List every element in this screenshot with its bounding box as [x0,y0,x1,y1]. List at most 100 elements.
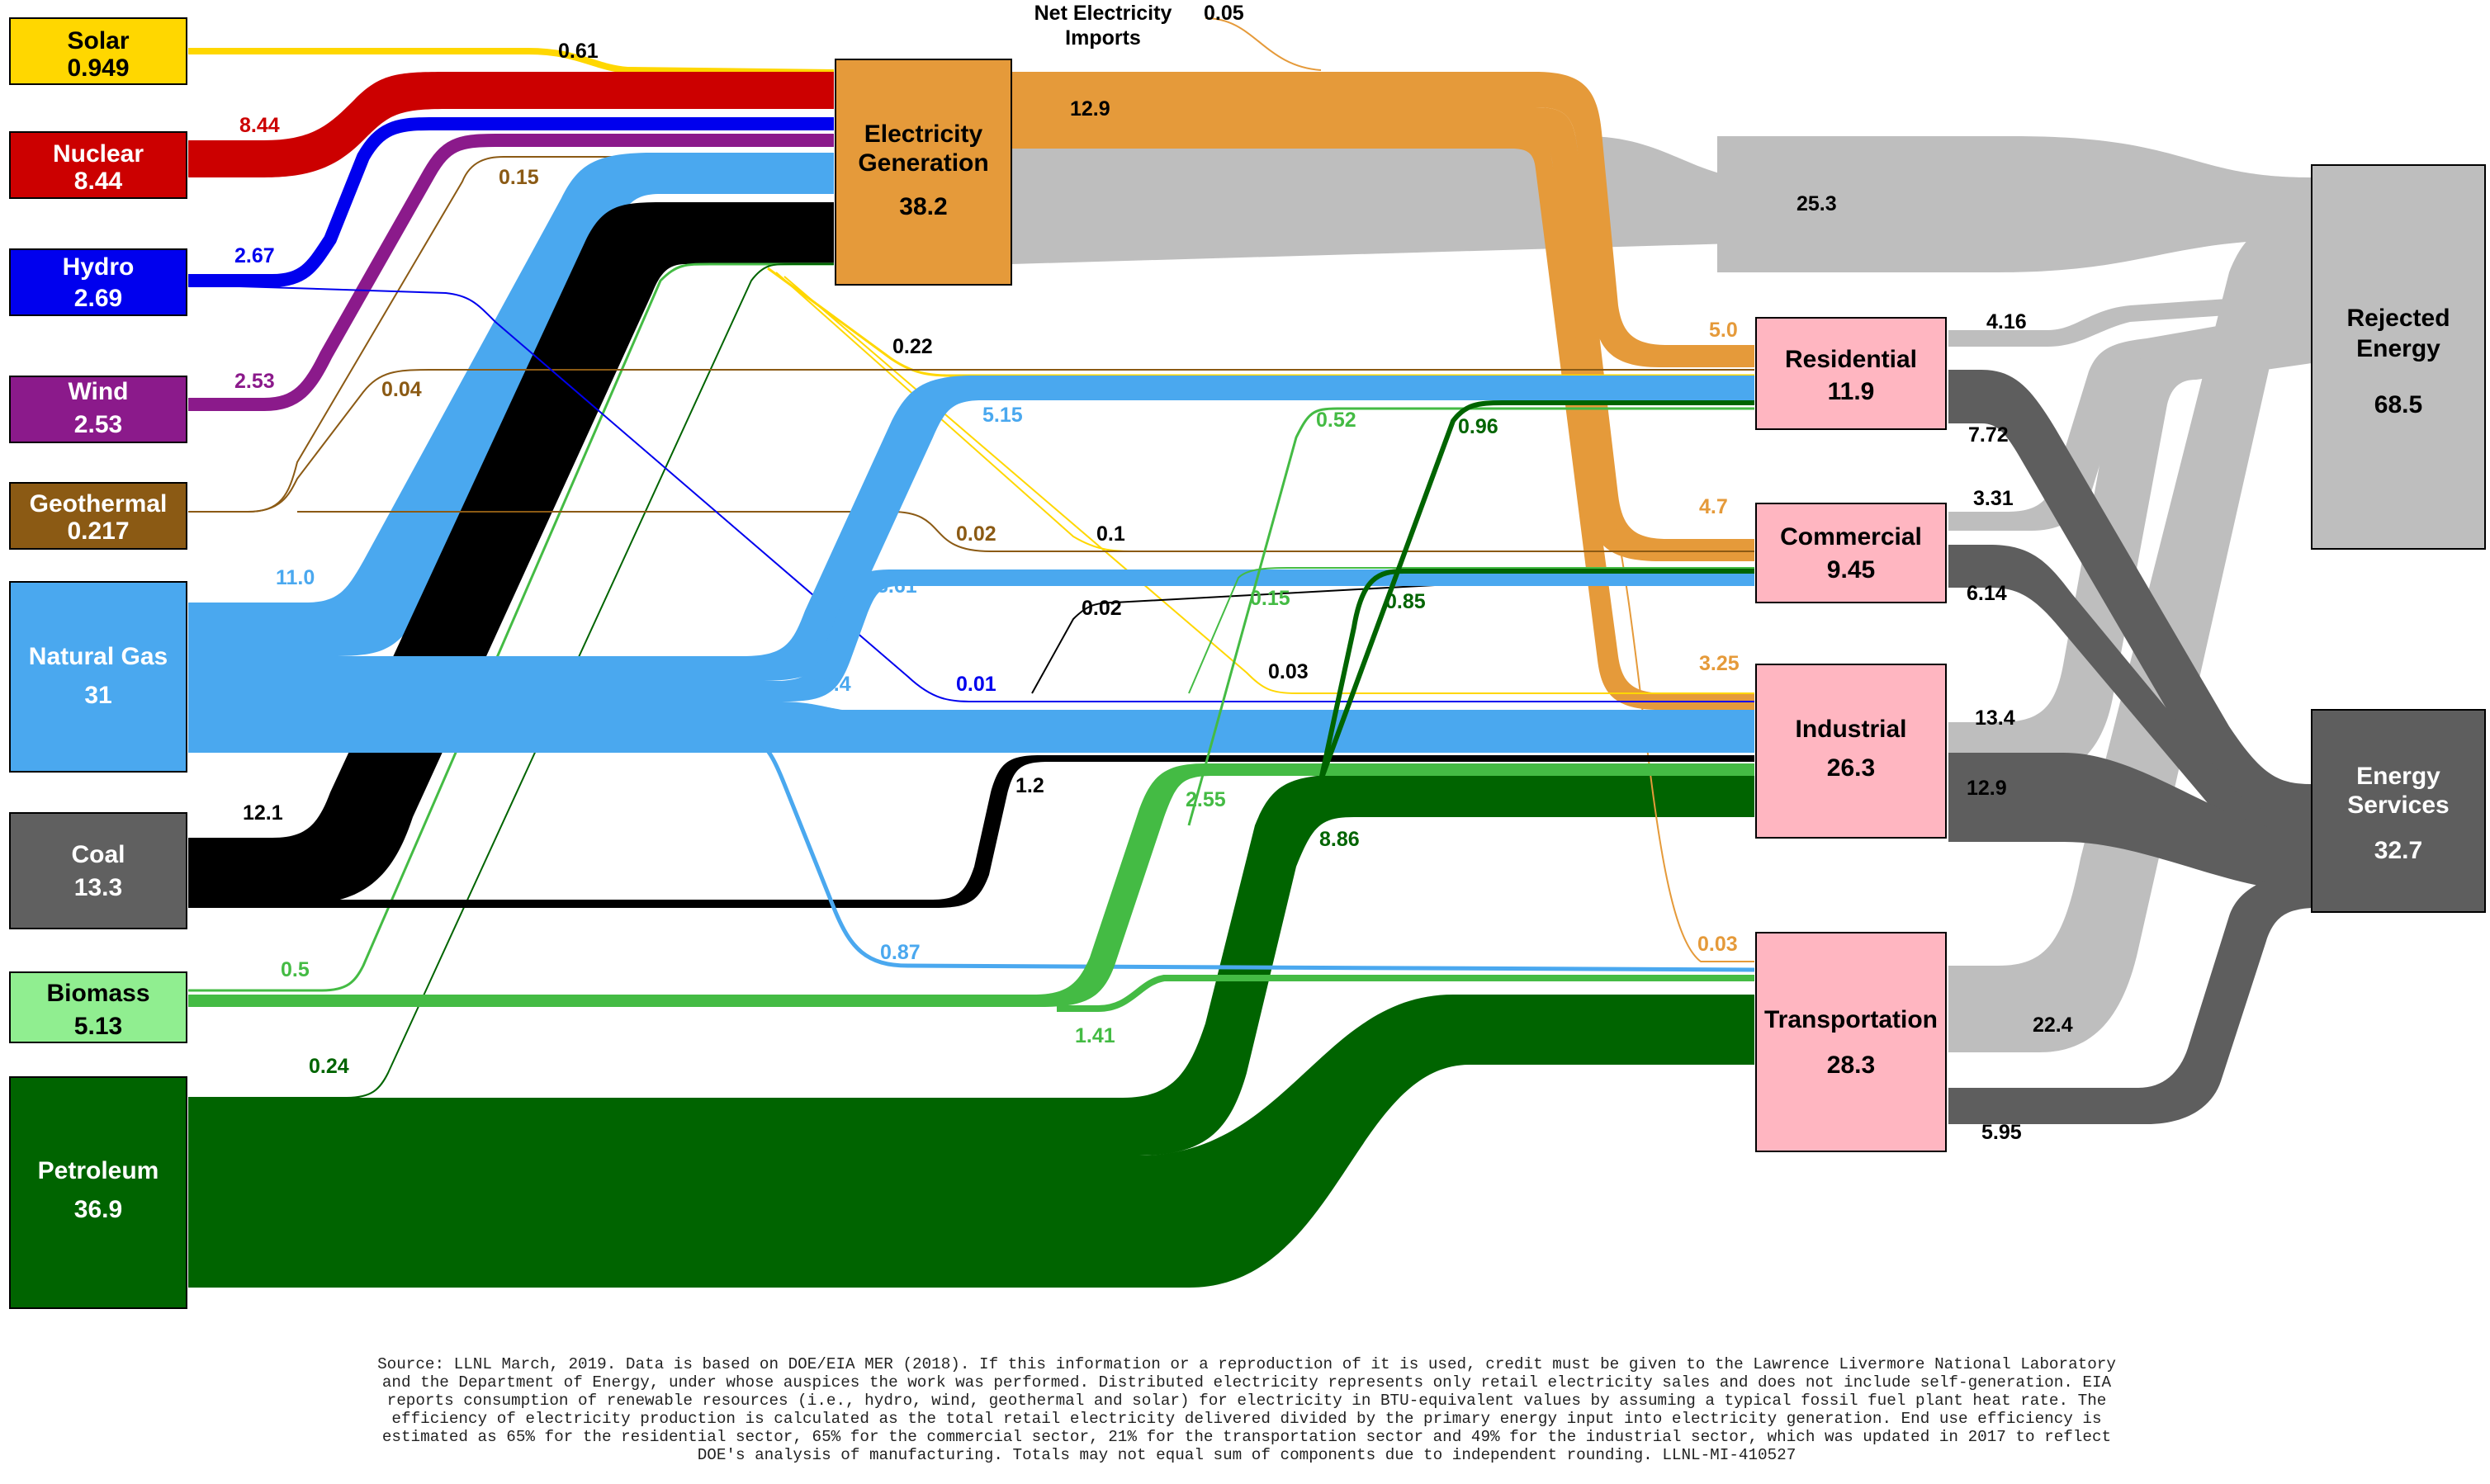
flow-gas-to-industrial [188,702,1754,753]
node-wind: Wind 2.53 [9,376,187,443]
node-nuclear-text-2: 8.44 [74,168,123,195]
flow-value-hydro-elec: 2.67 [234,244,275,267]
node-natural-gas-rect [9,581,187,773]
node-hydro-text-2: 2.69 [74,285,122,312]
node-industrial-rect [1755,664,1947,839]
node-commercial-rect [1755,503,1947,603]
imports-value: 0.05 [1204,2,1244,25]
node-biomass: Biomass 5.13 [9,971,187,1043]
flow-residential-to-rejected [1948,293,2312,347]
node-wind-text-2: 2.53 [74,411,122,438]
node-biomass-text-1: Biomass [46,980,149,1007]
flow-gas-to-commercial [188,569,1754,702]
node-commercial-text-1: Commercial [1780,523,1922,551]
flow-value-gas-elec: 11.0 [276,566,315,589]
node-nuclear-text-1: Nuclear [53,140,144,168]
node-electricity-generation-text-1: Electricity [864,121,983,148]
node-industrial-text-2: 26.3 [1827,754,1875,782]
flow-value-gas-ind: 10.4 [811,673,851,696]
node-solar-rect [9,17,187,85]
node-hydro-rect [9,248,187,316]
flow-value-gas-trans: 0.87 [880,941,921,964]
flow-transportation-to-services [1948,871,2312,1124]
flow-value-bio-ind: 2.55 [1186,788,1226,811]
node-coal-rect [9,812,187,929]
flow-industrial-to-services [1948,753,2312,891]
node-natural-gas-text-1: Natural Gas [29,643,168,670]
flow-biomass-to-commercial [1188,567,1754,694]
node-residential: Residential 11.9 [1755,317,1947,430]
node-coal-text-2: 13.3 [74,874,122,901]
node-residential-text-1: Residential [1785,346,1917,373]
node-transportation-text-2: 28.3 [1827,1052,1875,1079]
node-rejected-energy-text-2: Energy [2356,335,2440,362]
node-petroleum-text-2: 36.9 [74,1196,122,1223]
flow-coal-to-industrial [188,755,1754,908]
node-commercial: Commercial 9.45 [1755,503,1947,603]
flow-gas-to-transportation [188,732,1755,972]
flow-layer [187,17,2312,1288]
flow-value-res-svc: 7.72 [1968,423,2009,447]
flow-rejected-merge [1717,136,2312,272]
node-electricity-generation-text-2: Generation [858,149,988,177]
node-wind-rect [9,376,187,443]
flow-value-solar-ind: 0.03 [1268,660,1309,683]
flow-value-elec-out: 12.9 [1070,97,1110,121]
flow-solar-to-residential [767,267,1754,377]
node-solar-text-1: Solar [67,27,129,54]
flow-value-com-rej: 3.31 [1973,487,2014,510]
flow-wind-to-electricity [188,134,834,411]
node-rejected-energy-rect [2311,164,2486,550]
node-residential-rect [1755,317,1947,430]
flow-value-ind-svc: 12.9 [1967,777,2007,800]
flow-biomass-to-residential [1187,407,1754,826]
node-petroleum: Petroleum 36.9 [9,1076,187,1309]
flow-transportation-to-rejected [1948,223,2312,1052]
flow-value-trans-rej: 22.4 [2033,1014,2073,1037]
flow-electricity-to-commercial [1011,107,1754,561]
flow-value-pet-trans: 26.0 [1691,1038,1731,1061]
node-petroleum-rect [9,1076,187,1309]
node-industrial: Industrial 26.3 [1755,664,1947,839]
flow-imports-to-electricity [1205,17,1322,71]
node-rejected-energy-text-3: 68.5 [2374,391,2422,418]
flow-value-geo-elec: 0.15 [499,166,539,189]
flow-value-bio-trans: 1.41 [1075,1024,1115,1047]
node-petroleum-text-1: Petroleum [38,1157,159,1184]
flow-value-bio-com: 0.15 [1250,587,1290,610]
flow-solar-to-industrial [783,276,1754,694]
node-solar-text-2: 0.949 [67,54,129,82]
node-energy-services-text-3: 32.7 [2374,837,2422,864]
flow-value-pet-elec: 0.24 [309,1055,349,1078]
node-biomass-rect [9,971,187,1043]
flow-value-bio-res: 0.52 [1316,409,1356,432]
flow-value-hydro-ind: 0.01 [956,673,996,696]
flow-value-pet-res: 0.96 [1458,415,1498,438]
node-energy-services-rect [2311,709,2486,913]
flow-value-wind-elec: 2.53 [234,370,275,393]
flow-commercial-to-services [1948,545,2312,854]
flow-value-solar-com: 0.1 [1096,522,1125,546]
node-commercial-text-2: 9.45 [1827,556,1875,584]
flow-petroleum-to-residential [1318,400,1754,782]
node-nuclear-rect [9,131,187,199]
flow-petroleum-to-transportation [188,995,1754,1288]
flow-industrial-to-rejected [1948,314,2312,780]
flow-biomass-to-electricity [188,262,834,992]
node-geothermal-text-1: Geothermal [30,490,168,518]
node-geothermal-text-2: 0.217 [67,518,129,545]
flow-electricity-to-residential [1011,72,1754,367]
flow-value-coal-elec: 12.1 [243,801,283,825]
node-coal-text-1: Coal [71,841,125,868]
flow-value-pet-com: 0.85 [1385,590,1426,613]
flow-petroleum-to-electricity [188,263,834,1099]
flow-value-elec-rej: 25.3 [1796,192,1837,215]
node-rejected-energy: Rejected Energy 68.5 [2311,164,2486,550]
flow-value-solar-res: 0.22 [892,335,933,358]
node-transportation: Transportation 28.3 [1755,932,1947,1152]
node-electricity-generation-rect [835,59,1012,286]
imports-label-2: Imports [1065,26,1141,50]
